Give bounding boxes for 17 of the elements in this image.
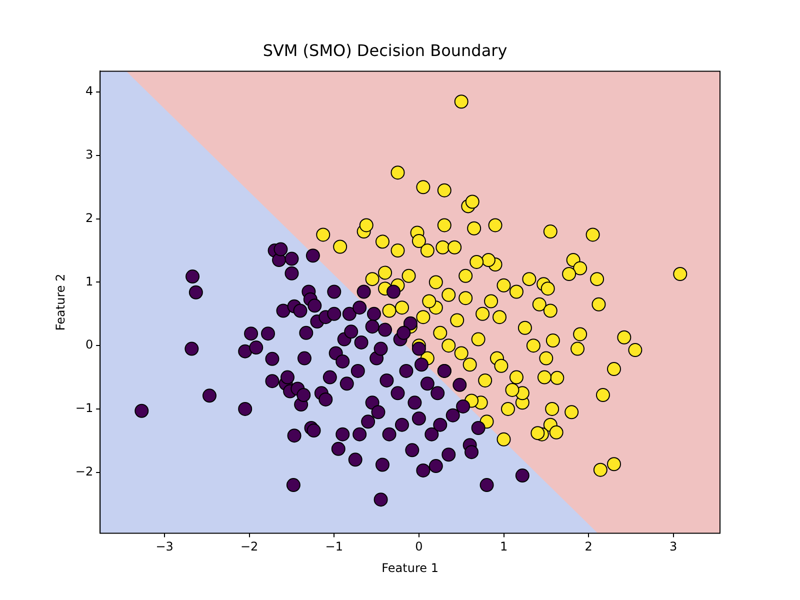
x-tick-label: 2 (584, 540, 592, 554)
y-tick-label: 3 (85, 148, 94, 162)
y-tick-label: −2 (75, 464, 94, 478)
x-tick-label: −3 (156, 540, 174, 554)
x-axis-title: Feature 1 (382, 560, 438, 575)
x-tick-label: −1 (325, 540, 343, 554)
y-tick-label: 1 (85, 274, 94, 288)
x-tick-label: 1 (500, 540, 508, 554)
y-axis-title: Feature 2 (53, 274, 68, 331)
y-tick-label: 4 (85, 84, 94, 98)
x-tick-label: −2 (240, 540, 258, 554)
y-tick-label: 2 (85, 210, 94, 225)
x-tick-label: 0 (415, 540, 423, 554)
chart-title: SVM (SMO) Decision Boundary (262, 40, 508, 60)
y-tick-label: 0 (85, 338, 94, 352)
y-tick-label: −1 (75, 401, 94, 416)
x-tick-label: 3 (670, 540, 678, 554)
